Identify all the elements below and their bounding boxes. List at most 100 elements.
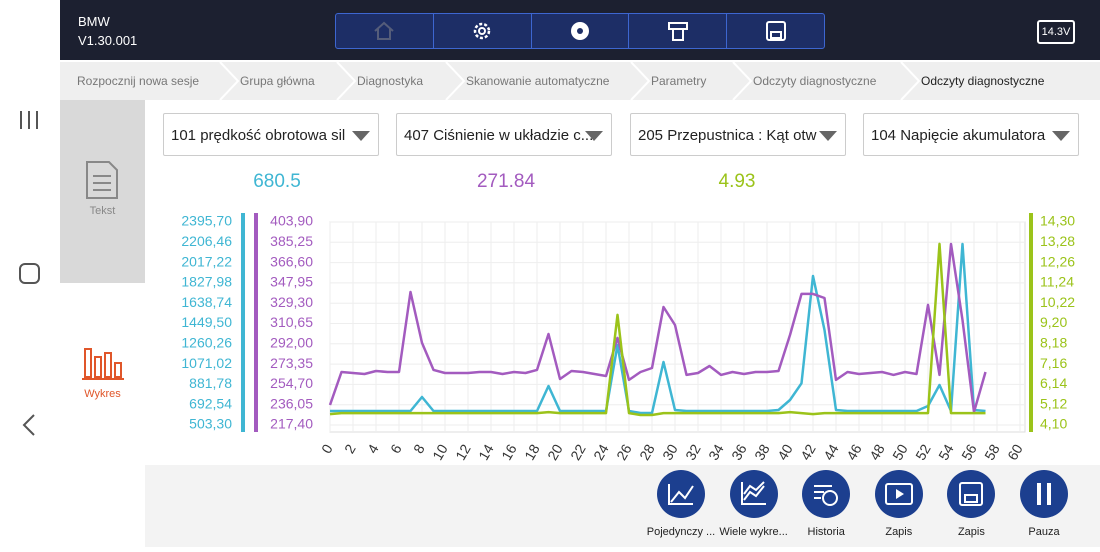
breadcrumbs: Rozpocznij nowa sesje Grupa główna Diagn… xyxy=(60,62,1100,100)
x-tick-label: 22 xyxy=(567,441,589,463)
current-value: 271.84 xyxy=(476,171,536,192)
y-tick-label: 1260,26 xyxy=(181,335,232,351)
x-tick-label: 12 xyxy=(452,441,474,463)
action-button[interactable] xyxy=(657,470,705,518)
y-tick-label: 7,16 xyxy=(1040,355,1067,371)
x-tick-label: 54 xyxy=(935,441,957,463)
y-tick-label: 6,14 xyxy=(1040,375,1067,391)
bottom-bar xyxy=(145,465,1100,547)
record-button[interactable] xyxy=(532,14,630,48)
y-tick-label: 236,05 xyxy=(270,395,313,411)
y-tick-label: 14,30 xyxy=(1040,213,1075,229)
x-tick-label: 32 xyxy=(682,441,704,463)
y-tick-label: 1449,50 xyxy=(181,314,232,330)
button-label: Zapis xyxy=(885,526,913,538)
x-tick-label: 10 xyxy=(429,441,451,463)
action-button[interactable] xyxy=(947,470,996,518)
crumb[interactable]: Diagnostyka xyxy=(357,74,424,88)
current-value: 680.5 xyxy=(253,171,301,192)
button-label: Zapis xyxy=(957,526,985,538)
y-tick-label: 1071,02 xyxy=(181,355,232,371)
save-button[interactable] xyxy=(727,14,824,48)
param-select[interactable]: 205 Przepustnica : Kąt otw xyxy=(630,113,846,156)
settings-button[interactable] xyxy=(434,14,532,48)
param-select[interactable]: 101 prędkość obrotowa sil xyxy=(163,113,379,156)
y-tick-label: 503,30 xyxy=(189,416,232,432)
button-label: Pojedynczy ... xyxy=(646,526,716,538)
x-tick-label: 36 xyxy=(728,441,750,463)
print-button[interactable] xyxy=(629,14,728,48)
action-button[interactable] xyxy=(874,470,923,518)
x-tick-label: 38 xyxy=(751,441,773,463)
y-tick-label: 329,30 xyxy=(270,294,313,310)
x-tick-label: 46 xyxy=(843,441,865,463)
x-tick-label: 56 xyxy=(958,441,980,463)
series-line xyxy=(329,242,986,417)
y-tick-label: 385,25 xyxy=(270,233,313,249)
crumb[interactable]: Parametry xyxy=(651,74,707,88)
chart-tab[interactable]: Wykres xyxy=(60,283,145,465)
y-tick-label: 2395,70 xyxy=(181,213,232,229)
y-tick-label: 1638,74 xyxy=(181,294,232,310)
x-tick-label: 30 xyxy=(659,441,681,463)
x-tick-label: 60 xyxy=(1004,441,1026,463)
y-tick-label: 2017,22 xyxy=(181,253,232,269)
x-tick-label: 8 xyxy=(410,441,428,456)
brand: BMW xyxy=(78,14,110,29)
x-tick-label: 40 xyxy=(774,441,796,463)
x-tick-label: 34 xyxy=(705,441,727,463)
param-select[interactable]: 104 Napięcie akumulatora xyxy=(863,113,1079,156)
y-tick-label: 881,78 xyxy=(189,375,232,391)
tab-label: Wykres xyxy=(84,388,121,400)
current-value: 4.93 xyxy=(718,171,756,192)
version: V1.30.001 xyxy=(78,33,138,48)
system-icons xyxy=(19,111,40,436)
y-tick-label: 10,22 xyxy=(1040,294,1075,310)
y-tick-label: 292,00 xyxy=(270,335,313,351)
y-tick-label: 4,10 xyxy=(1040,416,1067,432)
param-select[interactable]: 407 Ciśnienie w układzie c... xyxy=(396,113,612,156)
x-tick-label: 42 xyxy=(797,441,819,463)
y-tick-label: 11,24 xyxy=(1040,274,1074,290)
action-button[interactable] xyxy=(802,470,851,518)
series-line xyxy=(330,242,986,415)
y-tick-label: 8,18 xyxy=(1040,335,1067,351)
axis-bar xyxy=(241,213,245,432)
y-tick-label: 12,26 xyxy=(1040,253,1075,269)
toolbar xyxy=(335,13,825,49)
crumb[interactable]: Rozpocznij nowa sesje xyxy=(77,74,200,88)
crumb[interactable]: Odczyty diagnostyczne xyxy=(921,74,1045,88)
action-button[interactable] xyxy=(729,470,778,518)
tab-label: Tekst xyxy=(89,205,116,217)
x-tick-label: 24 xyxy=(590,441,612,463)
button-label: Historia xyxy=(807,526,845,538)
y-tick-label: 254,70 xyxy=(270,375,313,391)
y-tick-label: 13,28 xyxy=(1040,233,1075,249)
x-tick-label: 44 xyxy=(820,441,842,463)
x-tick-label: 48 xyxy=(866,441,888,463)
battery: 14.3V xyxy=(1037,20,1075,44)
x-tick-label: 26 xyxy=(613,441,635,463)
crumb[interactable]: Odczyty diagnostyczne xyxy=(753,74,877,88)
crumb[interactable]: Skanowanie automatyczne xyxy=(466,74,610,88)
x-tick-label: 50 xyxy=(889,441,911,463)
x-tick-label: 16 xyxy=(498,441,520,463)
y-tick-label: 692,54 xyxy=(189,395,232,411)
x-tick-label: 14 xyxy=(475,441,497,463)
x-tick-label: 6 xyxy=(387,441,405,456)
axis-bar xyxy=(1029,213,1033,432)
button-label: Pauza xyxy=(1028,526,1060,538)
action-button[interactable] xyxy=(1020,470,1068,518)
y-tick-label: 2206,46 xyxy=(181,233,232,249)
crumb[interactable]: Grupa główna xyxy=(240,74,315,88)
x-tick-label: 20 xyxy=(544,441,566,463)
axis-bar xyxy=(254,213,258,432)
text-tab[interactable]: Tekst xyxy=(60,100,145,283)
crumb-separators xyxy=(219,62,921,100)
button-label: Wiele wykre... xyxy=(719,526,788,538)
x-tick-label: 52 xyxy=(912,441,934,463)
y-tick-label: 5,12 xyxy=(1040,395,1067,411)
home-button[interactable] xyxy=(336,14,434,48)
